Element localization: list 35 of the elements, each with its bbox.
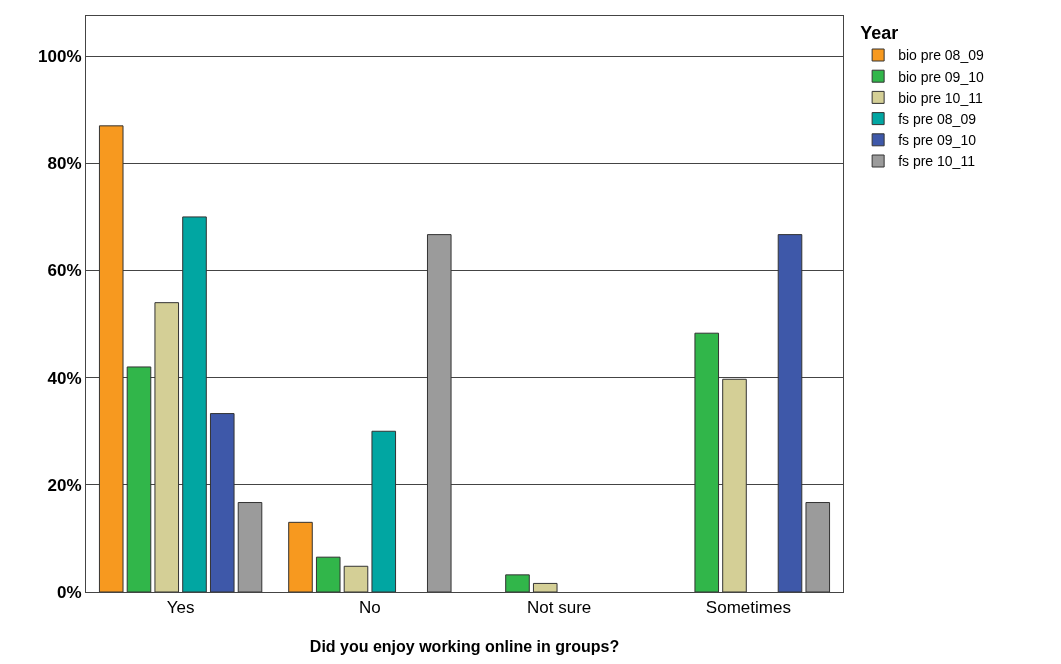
bar [288, 521, 313, 592]
y-tick-label: 0% [57, 582, 82, 602]
legend-label: bio pre 09_10 [898, 68, 984, 85]
bar [237, 502, 263, 592]
y-tick-label: 20% [47, 475, 82, 495]
x-tick-label: Yes [166, 598, 195, 618]
legend-label: fs pre 08_09 [898, 111, 977, 128]
x-tick-label: Not sure [527, 598, 592, 618]
x-tick-label: No [359, 598, 381, 618]
legend-title: Year [860, 23, 899, 44]
x-axis-title: Did you enjoy working online in groups? [309, 638, 620, 656]
bar [722, 378, 747, 592]
y-tick-label: 40% [47, 368, 82, 388]
x-tick-label: Sometimes [705, 598, 791, 618]
bar [98, 125, 124, 592]
bar [126, 366, 152, 592]
bar [505, 574, 530, 592]
legend-label: bio pre 10_11 [898, 89, 983, 106]
bar [154, 302, 180, 592]
bar [343, 565, 369, 592]
bar [315, 556, 341, 592]
bar [209, 413, 235, 592]
bar [805, 502, 831, 592]
bar [777, 234, 803, 592]
legend-label: fs pre 10_11 [898, 153, 976, 170]
bar [371, 430, 397, 592]
legend-label: bio pre 08_09 [898, 47, 984, 64]
bar [426, 234, 452, 592]
y-tick-label: 80% [47, 154, 82, 174]
bar [694, 332, 720, 592]
legend-label: fs pre 09_10 [898, 132, 977, 149]
y-tick-label: 100% [38, 47, 82, 67]
bar [182, 216, 207, 592]
bar [532, 582, 558, 592]
y-tick-label: 60% [47, 261, 82, 281]
